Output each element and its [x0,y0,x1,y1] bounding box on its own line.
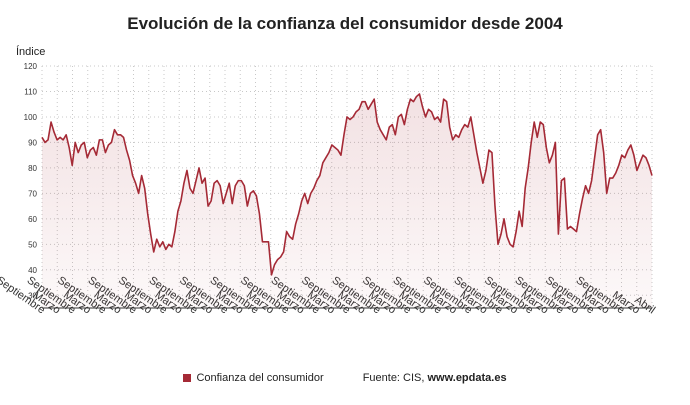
y-axis-label: Índice [16,46,46,58]
legend-swatch [183,374,192,383]
legend-label: Confianza del consumidor [196,372,324,384]
series-area [42,94,652,309]
y-tick-label: 80 [28,164,37,173]
chart-title: Evolución de la confianza del consumidor… [127,14,563,33]
y-tick-label: 90 [28,138,37,147]
y-tick-label: 70 [28,189,37,198]
y-tick-label: 110 [24,87,37,96]
legend: Confianza del consumidor Fuente: CIS, ww… [0,372,690,384]
source-note: Fuente: CIS, www.epdata.es [363,372,507,384]
y-tick-label: 30 [28,291,37,300]
series-line [41,93,653,276]
y-tick-label: 50 [28,240,37,249]
y-tick-label: 60 [28,215,37,224]
source-site: www.epdata.es [427,372,507,384]
y-tick-label: 120 [24,62,38,71]
y-tick-label: 100 [24,113,38,122]
y-tick-label: 40 [28,266,37,275]
source-prefix: Fuente: CIS, [362,372,428,384]
